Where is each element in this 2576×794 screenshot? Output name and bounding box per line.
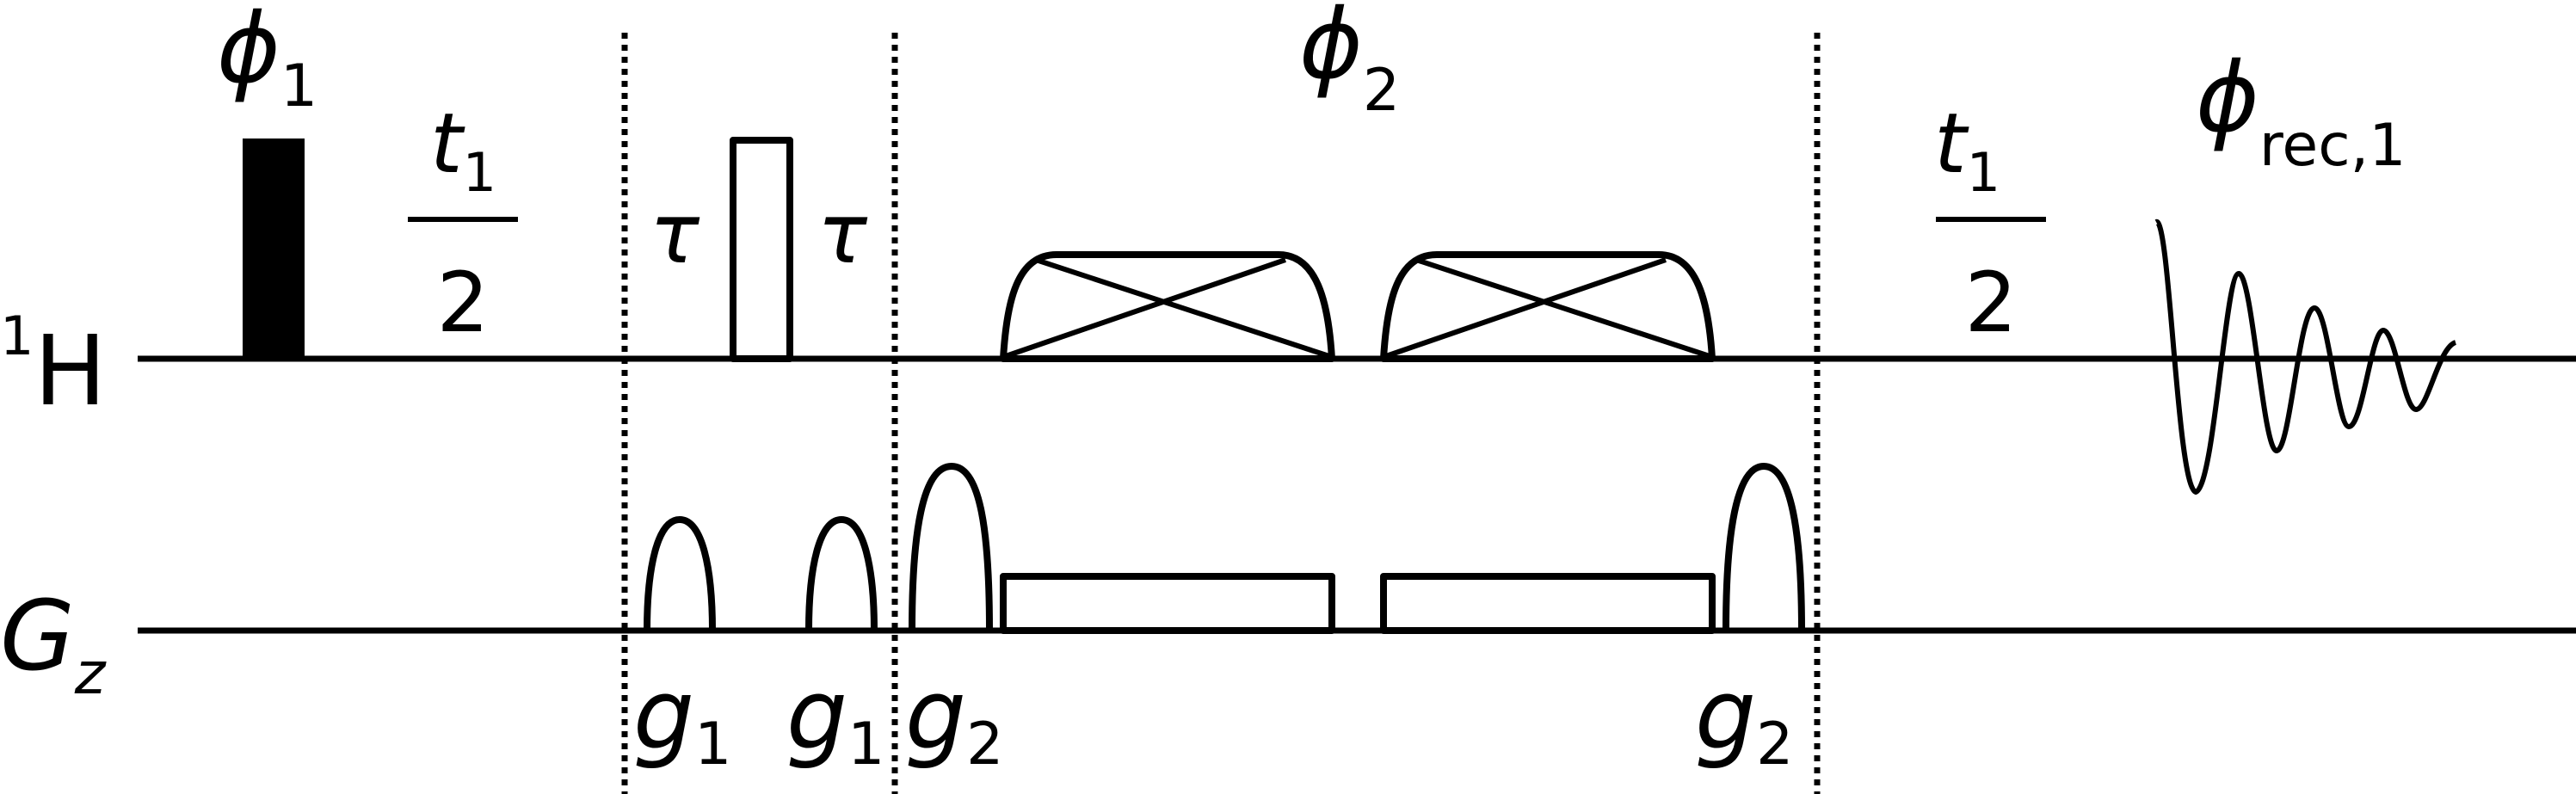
delay-t1-half-left: t1 2: [408, 95, 518, 351]
adiabatic-pulse-1: [1000, 251, 1335, 362]
gradient-label-g1-a-sub: 1: [694, 711, 731, 779]
gradient-label-g1-b-sub: 1: [847, 711, 884, 779]
proton-symbol: H: [34, 316, 106, 428]
gradient-label-g1-b-symbol: g: [786, 660, 847, 772]
delay-t1-right-denominator: 2: [1964, 255, 2017, 351]
fid-signal: [2154, 219, 2457, 495]
gradient-channel-label: Gz: [0, 581, 107, 708]
phase-rec-label: ϕrec,1: [2196, 42, 2406, 180]
proton-isotope-number: 1: [0, 305, 34, 367]
phase-phi1-symbol: ϕ: [217, 0, 280, 105]
svg-text:t1: t1: [430, 95, 496, 204]
gradient-label-g1-a: g1: [633, 660, 731, 779]
gradient-axis-subscript: z: [74, 640, 107, 708]
proton-channel-label: 1H: [0, 305, 107, 428]
phase-phi1-sub: 1: [280, 52, 317, 120]
gradient-label-g1-a-symbol: g: [633, 660, 694, 772]
phase-phi2-sub: 2: [1363, 57, 1400, 125]
delay-t1-right-numerator-sub: 1: [1967, 141, 2000, 204]
adiabatic-pulse-2: [1380, 251, 1716, 362]
gradient-pulse-g1-a: [644, 516, 716, 631]
svg-text:t1: t1: [1934, 95, 2000, 204]
gradient-pulse-g2-b: [1722, 463, 1805, 631]
delay-t1-left-numerator-sub: 1: [463, 141, 496, 204]
phase-phi1-label: ϕ1: [217, 0, 317, 120]
delay-t1-half-right: t1 2: [1934, 95, 2046, 351]
gradient-label-g2-b-symbol: g: [1695, 660, 1756, 772]
excitation-pulse: [243, 138, 305, 359]
gradient-label-g1-b: g1: [786, 660, 884, 779]
gradient-block-1: [1000, 573, 1335, 634]
delay-tau-left: τ: [650, 186, 700, 282]
gradient-label-g2-b-sub: 2: [1756, 711, 1793, 779]
delay-t1-left-denominator: 2: [436, 255, 489, 351]
phase-rec-symbol: ϕ: [2196, 42, 2259, 154]
phase-rec-sub: rec,1: [2259, 112, 2407, 180]
delay-t1-left-numerator: t: [430, 95, 465, 192]
gradient-pulse-g2-a: [909, 463, 993, 631]
refocusing-pulse: [730, 137, 793, 362]
phase-phi2-label: ϕ2: [1299, 0, 1400, 125]
phase-phi2-symbol: ϕ: [1299, 0, 1363, 101]
delay-tau-right: τ: [817, 186, 868, 282]
gradient-label-g2-a: g2: [905, 660, 1003, 779]
gradient-symbol: G: [0, 581, 75, 692]
delay-t1-right-numerator: t: [1934, 95, 1969, 192]
gradient-label-g2-b: g2: [1695, 660, 1793, 779]
gradient-label-g2-a-sub: 2: [966, 711, 1003, 779]
gradient-label-g2-a-symbol: g: [905, 660, 966, 772]
gradient-pulse-g1-b: [805, 516, 878, 631]
gradient-block-2: [1380, 573, 1716, 634]
